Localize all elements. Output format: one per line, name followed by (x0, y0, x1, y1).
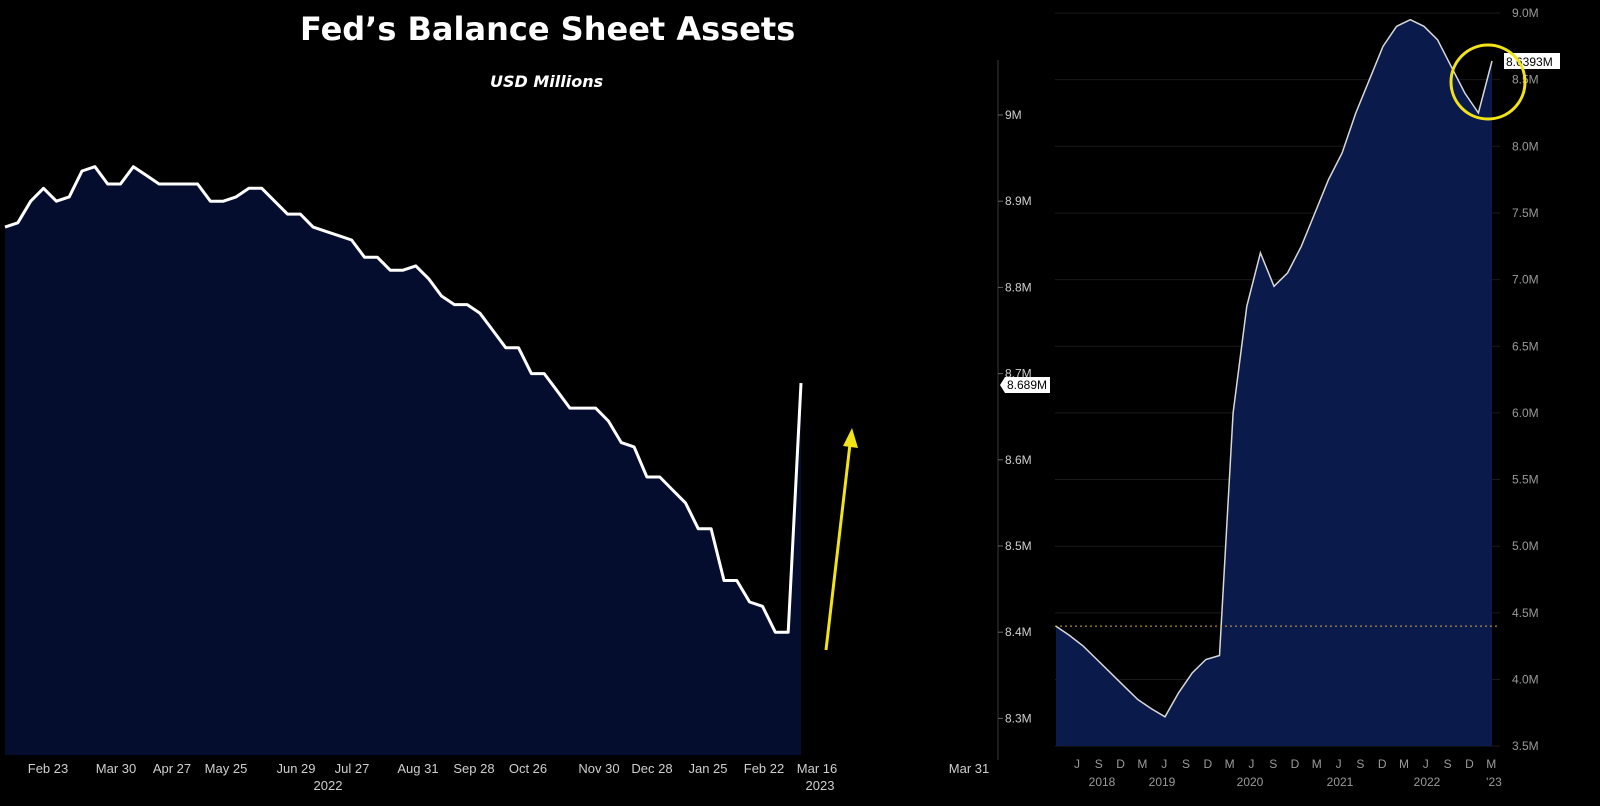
right-year-label: 2020 (1237, 775, 1264, 789)
right-x-month-label: J (1423, 757, 1429, 771)
left-y-tick-label: 8.4M (1005, 625, 1032, 639)
right-y-tick-label: 4.5M (1512, 606, 1539, 620)
right-y-tick-label: 6.5M (1512, 339, 1539, 353)
yellow-highlight-circle (1449, 43, 1527, 121)
left-y-tick-label: 8.6M (1005, 453, 1032, 467)
right-y-tick-label: 3.5M (1512, 739, 1539, 753)
left-x-tick-label: Dec 28 (631, 761, 672, 776)
left-x-tick-label: Jul 27 (335, 761, 370, 776)
right-y-tick-label: 8.0M (1512, 139, 1539, 153)
left-series-line (4, 165, 803, 634)
right-series-line (1055, 18, 1493, 718)
right-x-month-label: S (1269, 757, 1277, 771)
left-x-tick-label: Mar 16 (797, 761, 837, 776)
left-y-ticks: 9M8.9M8.8M8.7M8.6M8.5M8.4M8.3M (998, 108, 1032, 725)
right-y-tick-label: 6.0M (1512, 406, 1539, 420)
left-x-tick-label: Aug 31 (397, 761, 438, 776)
left-x-tick-label: Jan 25 (688, 761, 727, 776)
left-area-fill (5, 166, 801, 755)
right-x-month-label: S (1182, 757, 1190, 771)
left-x-tick-label: Feb 23 (28, 761, 68, 776)
right-x-month-label: S (1356, 757, 1364, 771)
right-x-month-label: J (1074, 757, 1080, 771)
right-year-label: '23 (1486, 775, 1502, 789)
right-year-label: 2021 (1327, 775, 1354, 789)
right-x-month-label: J (1248, 757, 1254, 771)
right-year-label: 2019 (1149, 775, 1176, 789)
left-x-tick-label: Feb 22 (744, 761, 784, 776)
right-x-month-label: D (1378, 757, 1387, 771)
right-y-tick-label: 7.0M (1512, 273, 1539, 287)
right-y-ticks: 9.0M8.5M8.0M7.5M7.0M6.5M6.0M5.5M5.0M4.5M… (1512, 6, 1539, 753)
yellow-arrow (824, 428, 858, 651)
right-chart: 9.0M8.5M8.0M7.5M7.0M6.5M6.0M5.5M5.0M4.5M… (1055, 6, 1560, 789)
left-last-value-marker: 8.689M (1000, 377, 1050, 393)
left-year-labels: 2022 2023 (314, 778, 835, 793)
right-year-label: 2022 (1414, 775, 1441, 789)
right-y-tick-label: 5.5M (1512, 473, 1539, 487)
left-year-label: 2022 (314, 778, 343, 793)
right-x-month-label: J (1161, 757, 1167, 771)
left-y-tick-label: 8.5M (1005, 539, 1032, 553)
left-x-ticks: Feb 23 Mar 30 Apr 27 May 25 Jun 29 Jul 27 Aug … (28, 761, 989, 776)
right-x-month-label: D (1291, 757, 1300, 771)
chart-subtitle: USD Millions (490, 72, 604, 91)
left-y-tick-label: 8.8M (1005, 280, 1032, 294)
right-x-month-label: M (1137, 757, 1147, 771)
right-x-month-label: D (1116, 757, 1125, 771)
right-last-value-tag (1504, 53, 1560, 69)
left-x-tick-label: Sep 28 (453, 761, 494, 776)
left-chart: 9M8.9M8.8M8.7M8.6M8.5M8.4M8.3M Feb 23 Mar… (4, 60, 1050, 793)
left-y-tick-label: 9M (1005, 108, 1022, 122)
right-year-label: 2018 (1089, 775, 1116, 789)
right-x-month-label: D (1203, 757, 1212, 771)
left-x-tick-label: May 25 (205, 761, 248, 776)
right-year-labels: 2018 2019 2020 2021 2022 '23 (1089, 775, 1502, 789)
left-x-tick-label: Apr 27 (153, 761, 191, 776)
right-x-month-label: M (1225, 757, 1235, 771)
right-last-value-label: 8.6393M (1506, 55, 1553, 69)
right-x-month-label: M (1399, 757, 1409, 771)
right-y-tick-label: 9.0M (1512, 6, 1539, 20)
left-last-value-tag (1000, 377, 1050, 393)
left-x-tick-label: Mar 30 (96, 761, 136, 776)
left-x-tick-label: Jun 29 (276, 761, 315, 776)
chart-title: Fed’s Balance Sheet Assets (300, 10, 796, 48)
right-area-fill (1056, 19, 1492, 746)
right-y-tick-label: 4.0M (1512, 673, 1539, 687)
left-y-tick-label: 8.3M (1005, 711, 1032, 725)
left-x-tick-label: Mar 31 (949, 761, 989, 776)
left-year-label: 2023 (806, 778, 835, 793)
right-x-month-label: J (1336, 757, 1342, 771)
left-last-value-label: 8.689M (1007, 378, 1047, 392)
left-y-tick-label: 8.9M (1005, 194, 1032, 208)
right-x-month-label: S (1095, 757, 1103, 771)
right-x-month-label: M (1486, 757, 1496, 771)
right-x-month-label: M (1312, 757, 1322, 771)
right-x-month-label: D (1465, 757, 1474, 771)
right-y-tick-label: 5.0M (1512, 539, 1539, 553)
left-x-tick-label: Nov 30 (578, 761, 619, 776)
right-y-tick-label: 7.5M (1512, 206, 1539, 220)
right-x-month-label: S (1444, 757, 1452, 771)
left-x-tick-label: Oct 26 (509, 761, 547, 776)
